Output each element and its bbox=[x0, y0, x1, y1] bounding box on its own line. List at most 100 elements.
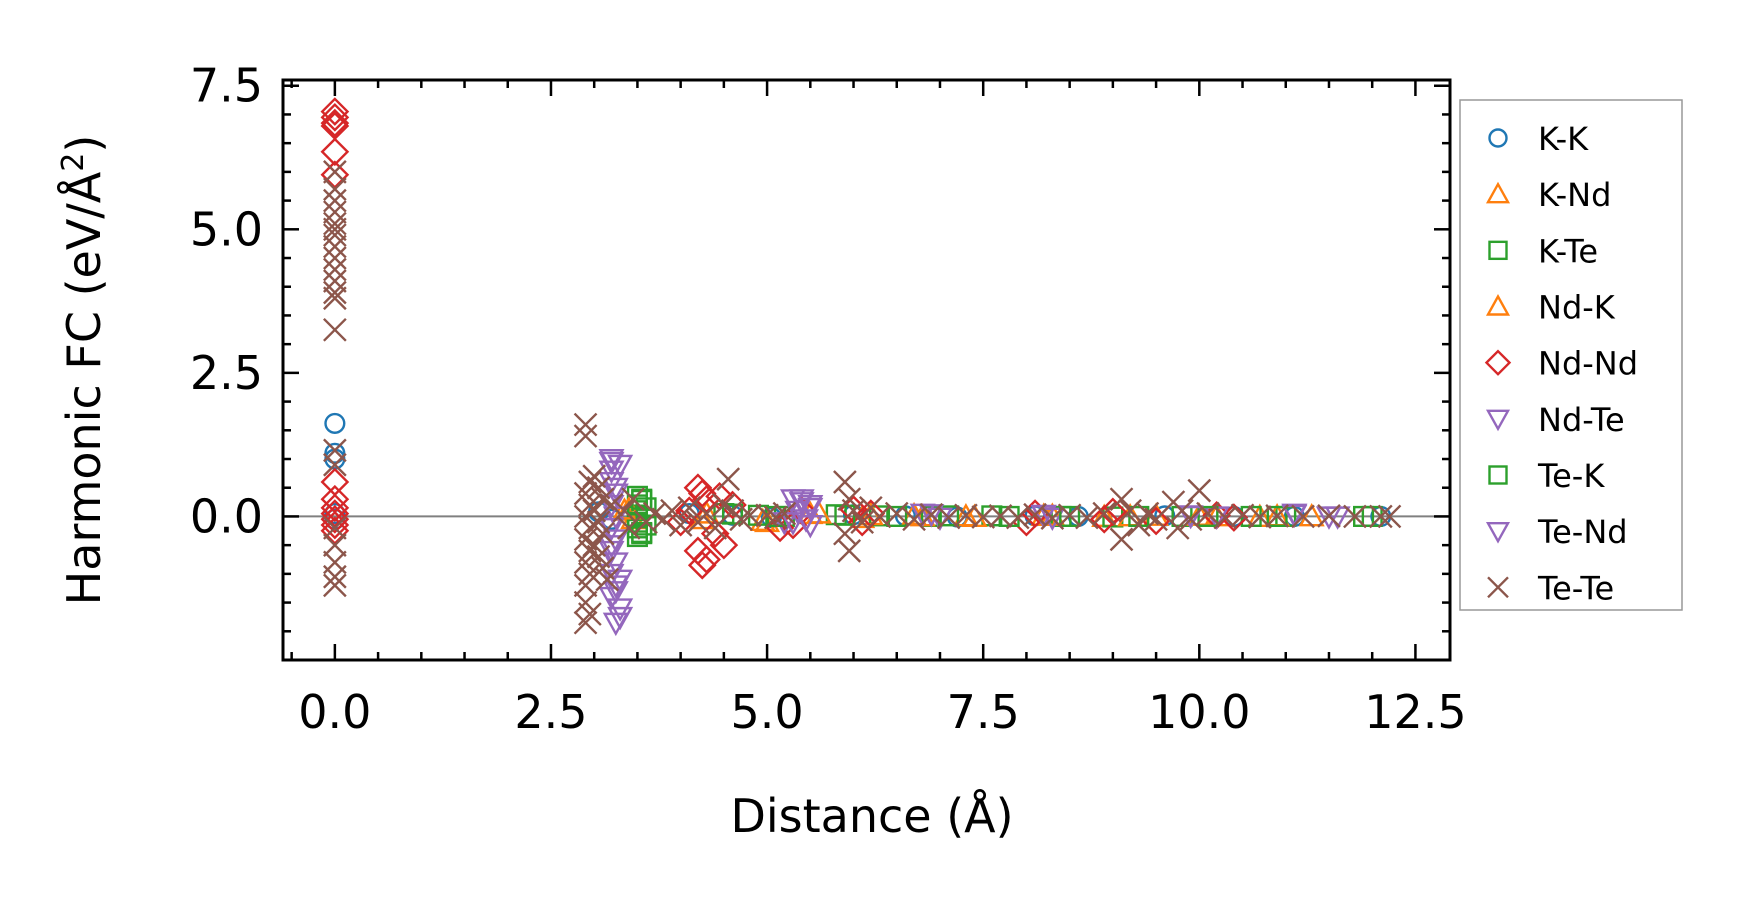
legend-label: Nd-Te bbox=[1538, 401, 1625, 439]
data-point bbox=[797, 497, 824, 522]
data-point bbox=[320, 137, 350, 167]
data-point bbox=[1315, 506, 1343, 530]
y-tick-label: 2.5 bbox=[190, 346, 263, 400]
data-point bbox=[573, 610, 598, 635]
data-point bbox=[833, 521, 857, 546]
data-point bbox=[709, 530, 739, 560]
y-axis-title-end: ) bbox=[57, 135, 111, 153]
data-point bbox=[621, 487, 645, 512]
data-point bbox=[886, 505, 908, 527]
data-point bbox=[598, 451, 625, 476]
legend-marker bbox=[1485, 181, 1511, 204]
data-point bbox=[837, 539, 862, 563]
data-point bbox=[1343, 504, 1367, 529]
data-point bbox=[1291, 504, 1315, 529]
data-point bbox=[1197, 505, 1219, 527]
legend-label: Nd-K bbox=[1538, 289, 1616, 327]
data-point bbox=[320, 504, 350, 534]
data-point bbox=[729, 507, 754, 532]
data-point bbox=[1178, 507, 1203, 532]
series-te-nd bbox=[598, 451, 1343, 622]
data-point bbox=[323, 257, 347, 282]
data-point bbox=[1092, 501, 1117, 526]
data-point bbox=[598, 535, 625, 559]
data-point bbox=[595, 567, 620, 592]
data-point bbox=[320, 160, 350, 190]
data-point bbox=[918, 504, 945, 528]
y-tick-label: 5.0 bbox=[190, 202, 263, 256]
data-point bbox=[1109, 487, 1134, 512]
legend-marker bbox=[1485, 521, 1511, 544]
legend-label: Te-Te bbox=[1537, 569, 1614, 607]
data-point bbox=[599, 493, 624, 517]
x-axis-title: Distance (Å) bbox=[730, 789, 1013, 843]
data-point bbox=[1265, 504, 1289, 528]
data-point bbox=[323, 188, 347, 213]
y-axis-title: Harmonic FC (eV/Å2) bbox=[56, 135, 112, 606]
data-point bbox=[320, 516, 350, 546]
data-point bbox=[635, 514, 657, 536]
legend-label: K-Nd bbox=[1538, 176, 1611, 214]
data-point bbox=[602, 581, 629, 605]
data-point bbox=[687, 550, 717, 580]
data-point bbox=[320, 102, 350, 132]
data-point bbox=[779, 512, 807, 536]
data-point bbox=[602, 477, 629, 502]
legend-marker bbox=[1484, 349, 1512, 376]
data-point bbox=[737, 503, 762, 528]
data-point bbox=[716, 467, 741, 491]
legend: K-K K-Nd K-Te Nd-K Nd-Nd Nd-Te Te-K Te-Nd Te-Te bbox=[1459, 99, 1683, 611]
x-tick-label: 10.0 bbox=[1148, 685, 1250, 739]
data-point bbox=[573, 424, 598, 448]
data-point bbox=[323, 573, 347, 598]
data-point bbox=[1317, 504, 1341, 528]
data-point bbox=[323, 516, 347, 540]
legend-label: Te-K bbox=[1537, 457, 1605, 495]
data-point bbox=[674, 496, 704, 526]
series-nd-te bbox=[598, 449, 1351, 637]
data-point bbox=[323, 217, 347, 242]
plot-frame bbox=[281, 78, 1452, 662]
x-tick-label: 12.5 bbox=[1364, 685, 1466, 739]
data-point bbox=[677, 495, 702, 520]
data-point bbox=[320, 108, 350, 138]
data-point bbox=[683, 536, 713, 566]
data-point bbox=[1281, 504, 1308, 529]
data-point bbox=[324, 442, 346, 464]
data-point bbox=[323, 160, 347, 184]
x-tick-label: 5.0 bbox=[731, 685, 804, 739]
data-point bbox=[578, 602, 602, 626]
data-point bbox=[602, 552, 629, 576]
data-point bbox=[324, 503, 346, 525]
data-point bbox=[1089, 504, 1119, 534]
data-point bbox=[850, 510, 875, 535]
data-point bbox=[692, 545, 721, 574]
data-point bbox=[323, 533, 347, 557]
data-point bbox=[323, 452, 347, 477]
data-point bbox=[573, 412, 598, 437]
legend-label: K-Te bbox=[1538, 232, 1598, 270]
legend-marker bbox=[1488, 128, 1508, 148]
data-point bbox=[612, 498, 637, 523]
legend-marker bbox=[1485, 294, 1511, 316]
legend-marker bbox=[1488, 465, 1508, 485]
legend-label: Nd-Nd bbox=[1538, 345, 1638, 383]
x-tick-label: 2.5 bbox=[514, 685, 587, 739]
data-point bbox=[323, 286, 347, 311]
x-tick-label: 0.0 bbox=[298, 685, 371, 739]
y-axis-title-main: Harmonic FC (eV/Å bbox=[57, 171, 111, 605]
data-point bbox=[598, 449, 625, 473]
legend-marker bbox=[1485, 409, 1511, 432]
y-axis-title-superscript: 2 bbox=[56, 153, 91, 172]
data-point bbox=[1059, 505, 1081, 527]
data-point bbox=[788, 489, 815, 513]
data-point bbox=[938, 505, 960, 527]
data-point bbox=[694, 501, 719, 526]
data-point bbox=[772, 501, 797, 526]
data-point bbox=[323, 317, 347, 342]
data-point bbox=[598, 563, 625, 588]
data-point bbox=[833, 470, 857, 494]
legend-label: K-K bbox=[1538, 120, 1589, 158]
data-point bbox=[1165, 516, 1190, 540]
